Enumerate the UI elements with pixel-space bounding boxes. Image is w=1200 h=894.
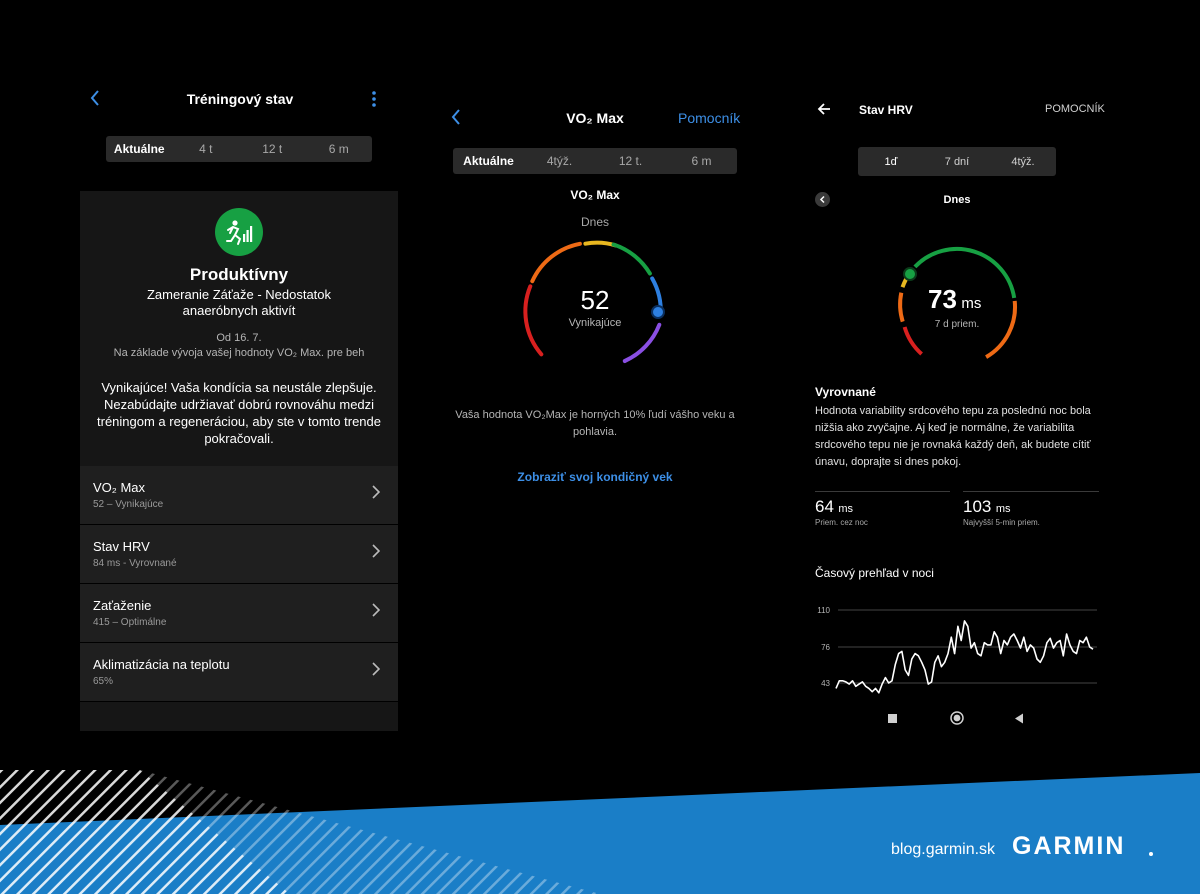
list-item-title: Aklimatizácia na teplotu (93, 657, 230, 672)
hrv-gauge (890, 240, 1022, 365)
prev-day-button[interactable] (815, 192, 830, 207)
help-link[interactable]: POMOCNÍK (1045, 103, 1105, 115)
list-item-title: VO₂ Max (93, 480, 145, 495)
tick-label: 110 (817, 606, 830, 615)
hrv-avg-label: 7 d priem. (934, 319, 980, 330)
back-nav-icon[interactable] (1014, 713, 1024, 724)
stat-highest-5min: 103 ms (963, 497, 1011, 517)
tick-label: 43 (821, 679, 830, 688)
list-item-load[interactable]: Zaťaženie 415 – Optimálne (80, 584, 398, 642)
training-status-badge-icon (215, 208, 263, 256)
stat-value: 64 (815, 497, 834, 516)
chevron-right-icon (372, 603, 380, 617)
list-item-hrv[interactable]: Stav HRV 84 ms - Vyrovnané (80, 525, 398, 583)
back-icon[interactable] (88, 89, 102, 107)
period-tabs: Aktuálne 4týž. 12 t. 6 m (453, 148, 737, 174)
period-tabs: 1ď 7 dní 4týž. (858, 147, 1056, 176)
tab-4-weeks[interactable]: 4týž. (1011, 155, 1035, 168)
stat-label: Najvyšší 5-min priem. (963, 518, 1040, 527)
tab-6-months[interactable]: 6 m (691, 154, 712, 168)
vo2max-value: 52 (580, 285, 610, 315)
stat-unit: ms (838, 503, 854, 515)
tab-7-days[interactable]: 7 dní (944, 155, 970, 168)
tab-6-months[interactable]: 6 m (328, 142, 349, 156)
vo2max-description: Vaša hodnota VO₂Max je horných 10% ľudí … (455, 409, 735, 438)
footer-banner (0, 770, 1200, 894)
stat-value: 103 (963, 497, 992, 516)
list-item-title: Zaťaženie (93, 598, 152, 613)
back-icon[interactable] (449, 108, 463, 126)
chart-title: Časový prehľad v noci (815, 566, 934, 580)
status-subtitle: Zameranie Záťaže - Nedostatok anaeróbnyc… (146, 287, 332, 318)
more-options-icon[interactable] (371, 90, 377, 108)
list-item-title: Stav HRV (93, 539, 150, 554)
help-link[interactable]: Pomocník (678, 110, 741, 126)
logo-dot (1149, 852, 1153, 856)
list-item-subtitle: 65% (93, 676, 114, 687)
gauge-marker-icon (651, 305, 665, 319)
home-icon[interactable] (950, 711, 964, 725)
series-line (835, 620, 1094, 694)
stat-divider (963, 491, 1099, 492)
list-footer-space (80, 702, 398, 731)
status-basis: Na základe vývoja vašej hodnoty VO₂ Max.… (113, 347, 365, 359)
tab-4-weeks[interactable]: 4 t (199, 142, 213, 156)
recents-icon[interactable] (888, 714, 897, 723)
chevron-right-icon (372, 544, 380, 558)
tab-4-weeks[interactable]: 4týž. (546, 154, 573, 168)
section-title: VO₂ Max (570, 188, 620, 202)
tab-1-day[interactable]: 1ď (884, 155, 898, 168)
hrv-status: Vyrovnané (815, 385, 876, 399)
blog-url[interactable]: blog.garmin.sk (891, 841, 996, 858)
list-item-subtitle: 52 – Vynikajúce (93, 499, 164, 510)
vo2max-gauge (520, 235, 670, 375)
hrv-description: Hodnota variability srdcového tepu za po… (815, 405, 1091, 468)
tab-current[interactable]: Aktuálne (463, 154, 514, 168)
page-title: Tréningový stav (186, 91, 294, 107)
vo2max-rating: Vynikajúce (568, 317, 622, 329)
list-item-heat-acclimation[interactable]: Aklimatizácia na teplotu 65% (80, 643, 398, 701)
stat-divider (815, 491, 950, 492)
hrv-value-unit: ms (961, 295, 982, 312)
chevron-right-icon (372, 485, 380, 499)
hrv-night-chart: 110 76 43 (810, 600, 1100, 705)
tab-current[interactable]: Aktuálne (113, 142, 165, 156)
tab-12-weeks[interactable]: 12 t. (618, 154, 643, 168)
nav-bar (880, 711, 1040, 727)
status-since: Od 16. 7. (216, 332, 262, 344)
fitness-age-link[interactable]: Zobraziť svoj kondičný vek (517, 470, 673, 484)
day-label: Dnes (580, 215, 609, 229)
status-title: Produktívny (189, 265, 289, 284)
chevron-right-icon (372, 662, 380, 676)
tick-label: 76 (821, 643, 830, 652)
stat-label: Priem. cez noc (815, 518, 868, 527)
page-title: Stav HRV (859, 103, 913, 117)
hrv-value: 73 ms (928, 284, 988, 315)
list-item-subtitle: 415 – Optimálne (93, 617, 167, 628)
page-title: VO₂ Max (566, 110, 624, 126)
tab-12-weeks[interactable]: 12 t (262, 142, 283, 156)
period-tabs: Aktuálne 4 t 12 t 6 m (106, 136, 372, 162)
list-item-subtitle: 84 ms - Vyrovnané (93, 558, 177, 569)
stat-overnight-avg: 64 ms (815, 497, 853, 517)
status-description: Vynikajúce! Vaša kondícia sa neustále zl… (97, 380, 381, 446)
back-arrow-icon[interactable] (816, 101, 832, 117)
list-item-vo2max[interactable]: VO₂ Max 52 – Vynikajúce (80, 466, 398, 524)
day-label: Dnes (943, 194, 971, 206)
hrv-value-number: 73 (928, 284, 957, 314)
garmin-logo: GARMIN (1012, 832, 1126, 860)
gauge-marker-icon (903, 267, 917, 281)
stat-unit: ms (995, 503, 1011, 515)
